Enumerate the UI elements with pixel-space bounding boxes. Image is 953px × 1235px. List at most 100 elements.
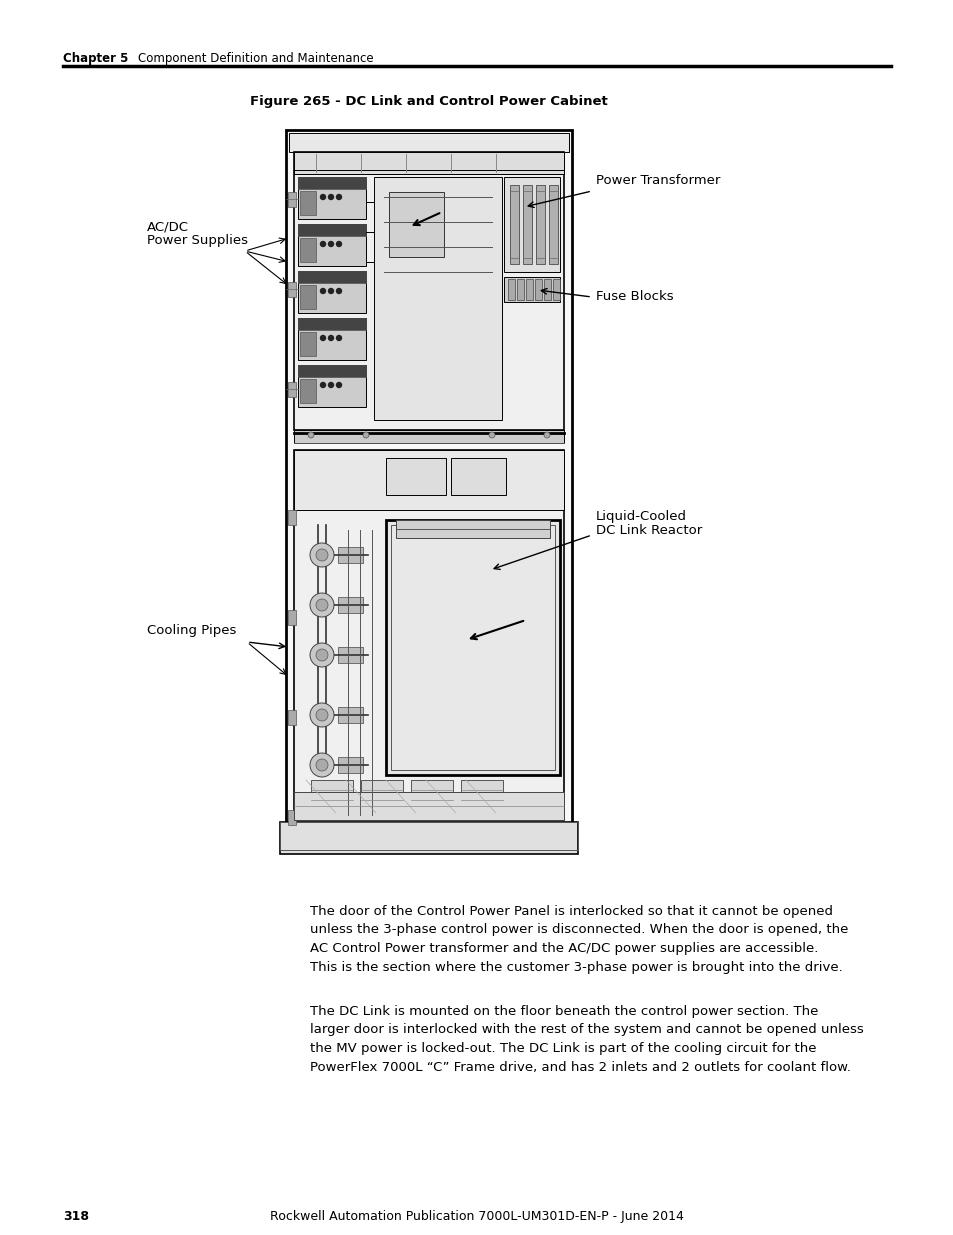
Circle shape [308,432,314,438]
Bar [543,279,551,300]
Bar [517,279,523,300]
Bar [297,224,366,236]
Circle shape [328,289,334,294]
Bar [411,781,453,815]
Circle shape [336,383,341,388]
Bar [297,270,366,283]
Bar [553,279,559,300]
Circle shape [315,760,328,771]
Bar [288,610,295,625]
Circle shape [310,543,334,567]
Circle shape [315,709,328,721]
Circle shape [328,242,334,247]
Bar [297,177,366,189]
Bar [451,458,505,495]
Text: The DC Link is mounted on the floor beneath the control power section. The
large: The DC Link is mounted on the floor bene… [310,1005,862,1073]
Bar [507,279,515,300]
Circle shape [310,703,334,727]
Text: Power Supplies: Power Supplies [147,233,248,247]
Circle shape [336,336,341,341]
Bar [297,177,366,219]
Circle shape [336,242,341,247]
Bar [386,520,559,776]
Bar [503,177,559,272]
Bar [299,285,315,309]
Bar [535,279,541,300]
Bar [297,270,366,312]
Bar [289,133,568,152]
Bar [294,450,563,820]
Bar [503,277,559,303]
Bar [337,706,363,722]
Circle shape [363,432,369,438]
Bar [297,317,366,359]
Circle shape [320,289,325,294]
Text: Cooling Pipes: Cooling Pipes [147,624,236,637]
Bar [525,279,533,300]
Bar [395,520,550,538]
Bar [280,823,578,853]
Bar [294,152,563,174]
Bar [389,191,443,257]
Text: Rockwell Automation Publication 7000L-UM301D-EN-P - June 2014: Rockwell Automation Publication 7000L-UM… [270,1210,683,1223]
Bar [294,450,563,510]
Bar [536,185,544,264]
Text: 318: 318 [63,1210,89,1223]
Circle shape [315,599,328,611]
Bar [337,757,363,773]
Bar [374,177,501,420]
Circle shape [336,194,341,200]
Bar [299,238,315,262]
Bar [299,332,315,356]
Text: Liquid-Cooled: Liquid-Cooled [596,510,686,522]
Bar [337,597,363,613]
Bar [297,366,366,408]
Text: Fuse Blocks: Fuse Blocks [596,290,673,304]
Text: DC Link Reactor: DC Link Reactor [596,524,701,537]
Circle shape [336,289,341,294]
Circle shape [328,336,334,341]
Circle shape [320,336,325,341]
Text: Figure 265 - DC Link and Control Power Cabinet: Figure 265 - DC Link and Control Power C… [250,95,607,107]
Circle shape [328,194,334,200]
Circle shape [320,383,325,388]
Text: AC/DC: AC/DC [147,220,189,233]
Text: The door of the Control Power Panel is interlocked so that it cannot be opened
u: The door of the Control Power Panel is i… [310,905,847,973]
Circle shape [320,194,325,200]
Circle shape [315,550,328,561]
Circle shape [328,383,334,388]
Circle shape [310,643,334,667]
Bar [510,185,518,264]
Circle shape [310,593,334,618]
Circle shape [310,753,334,777]
Bar [299,191,315,215]
Bar [294,792,563,820]
Bar [391,525,555,769]
Text: Chapter 5: Chapter 5 [63,52,129,65]
Text: Power Transformer: Power Transformer [596,174,720,186]
Bar [311,781,353,815]
Bar [288,510,295,525]
Bar [280,823,578,850]
Bar [286,130,572,850]
Bar [288,191,295,207]
Circle shape [543,432,550,438]
Bar [297,317,366,330]
Bar [297,366,366,377]
Bar [294,152,563,430]
Bar [522,185,532,264]
Bar [288,710,295,725]
Bar [294,430,563,443]
Bar [386,458,446,495]
Bar [460,781,502,815]
Bar [288,282,295,296]
Circle shape [315,650,328,661]
Bar [299,379,315,403]
Bar [337,547,363,563]
Circle shape [320,242,325,247]
Text: Component Definition and Maintenance: Component Definition and Maintenance [138,52,374,65]
Bar [288,382,295,396]
Bar [360,781,402,815]
Bar [337,647,363,663]
Bar [288,810,295,825]
